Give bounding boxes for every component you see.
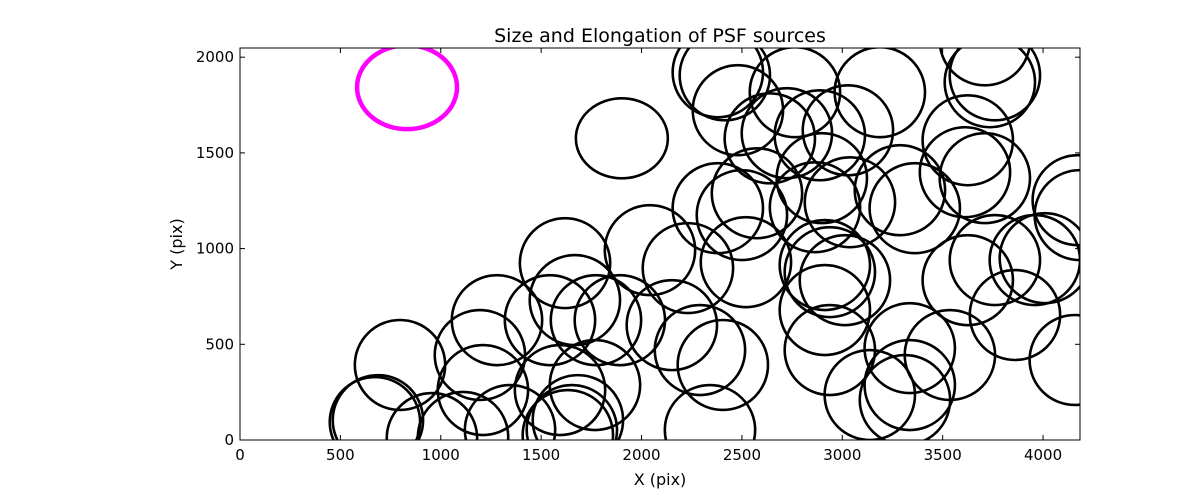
psf-ellipse [723, 92, 817, 185]
psf-ellipse [748, 48, 842, 139]
psf-ellipse [918, 125, 1012, 219]
psf-ellipse [463, 383, 557, 440]
psf-ellipse [939, 48, 1031, 87]
x-tick-label: 3000 [823, 446, 861, 464]
psf-ellipse [938, 131, 1032, 225]
psf-ellipse [833, 48, 927, 139]
psf-ellipse [331, 373, 425, 440]
psf-ellipse [943, 48, 1037, 129]
psf-ellipse [450, 273, 544, 367]
psf-ellipse [868, 161, 962, 255]
psf-ellipse [798, 233, 892, 327]
psf-ellipse [549, 273, 643, 367]
psf-ellipse [676, 318, 770, 412]
psf-ellipse [385, 391, 479, 440]
x-tick-label: 1000 [422, 446, 460, 464]
psf-ellipse [416, 390, 510, 440]
psf-ellipse [968, 268, 1062, 362]
plot-frame [239, 47, 1081, 441]
psf-ellipse [921, 93, 1015, 187]
x-tick-label: 2000 [622, 446, 660, 464]
x-tick-label: 1500 [522, 446, 560, 464]
psf-ellipse [948, 48, 1042, 122]
psf-ellipse [783, 225, 877, 319]
psf-ellipse [1031, 153, 1080, 247]
psf-ellipse [531, 373, 625, 440]
psf-ellipse [518, 216, 612, 310]
x-tick-label: 500 [326, 446, 355, 464]
psf-ellipse [921, 233, 1015, 327]
x-tick-label: 2500 [723, 446, 761, 464]
y-tick-label: 1500 [196, 144, 234, 162]
psf-ellipse [778, 218, 872, 312]
psf-ellipse [801, 84, 895, 177]
axis-ticks: 0 500 1000 1500 2000 2500 3000 3500 4000 0 500 1000… [196, 48, 1080, 464]
x-axis-label: X (pix) [634, 470, 687, 489]
psf-ellipse [641, 221, 735, 315]
x-tick-label: 4000 [1024, 446, 1062, 464]
psf-ellipse [803, 155, 897, 249]
psf-ellipse [691, 63, 785, 157]
psf-ellipse [695, 168, 789, 262]
psf-ellipse [853, 143, 947, 237]
psf-ellipse [1028, 313, 1080, 407]
x-tick-label: 3500 [924, 446, 962, 464]
y-tick-label: 1000 [196, 240, 234, 258]
psf-ellipse [863, 338, 957, 432]
psf-ellipse [699, 215, 793, 309]
y-tick-label: 2000 [196, 48, 234, 66]
chart-title: Size and Elongation of PSF sources [494, 25, 826, 47]
psf-ellipse [574, 97, 670, 180]
psf-ellipse [625, 278, 719, 372]
x-tick-label: 0 [235, 446, 245, 464]
reference-ellipse [354, 48, 460, 132]
psf-ellipse [513, 343, 607, 437]
psf-ellipse [521, 388, 615, 440]
psf-ellipse [778, 263, 872, 357]
psf-ellipse [710, 146, 804, 240]
psf-ellipse [603, 203, 697, 297]
psf-ellipse [503, 273, 597, 367]
psf-ellipse [775, 131, 869, 225]
psf-ellipse [678, 48, 772, 122]
y-axis-label: Y (pix) [167, 218, 186, 270]
psf-ellipse [863, 301, 957, 395]
ellipse-layer [328, 48, 1080, 440]
psf-ellipse [525, 383, 619, 440]
psf-ellipse [988, 213, 1080, 307]
psf-ellipse [948, 213, 1042, 307]
psf-ellipse [823, 348, 917, 440]
y-tick-label: 500 [205, 335, 234, 353]
psf-ellipse [353, 318, 447, 412]
psf-ellipse [653, 303, 747, 397]
psf-ellipse [663, 383, 757, 440]
psf-ellipse [998, 211, 1080, 305]
y-tick-label: 0 [224, 431, 234, 449]
